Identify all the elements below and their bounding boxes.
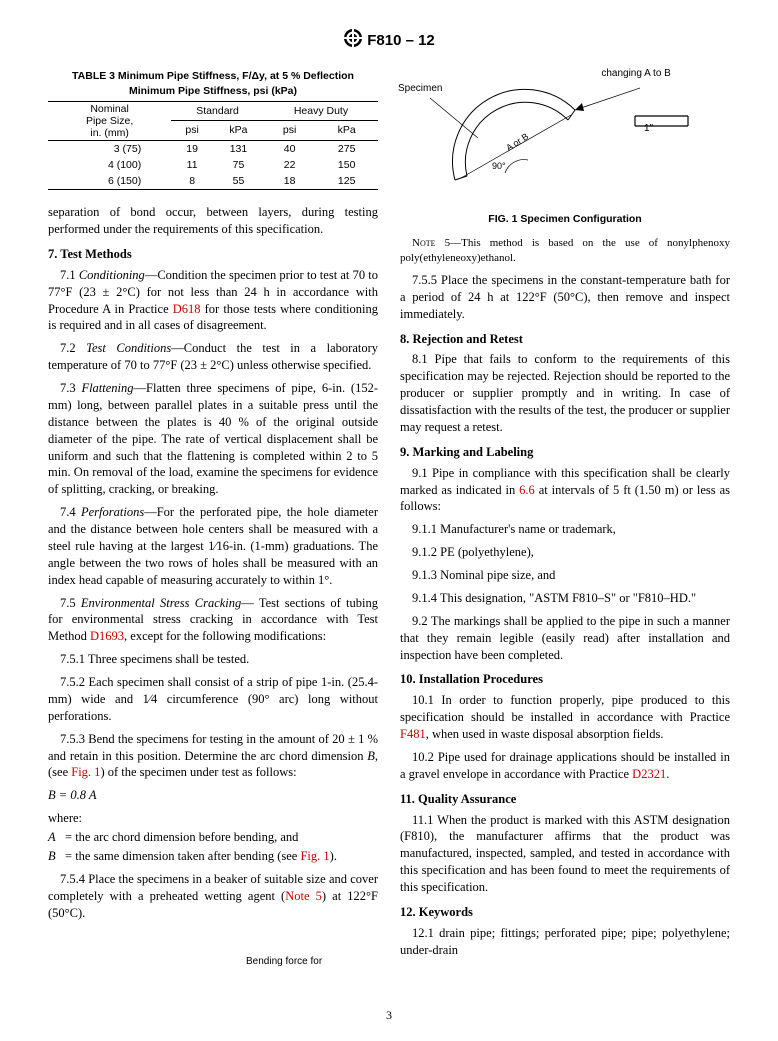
heading-10: 10. Installation Procedures: [400, 671, 730, 688]
heading-12: 12. Keywords: [400, 904, 730, 921]
para-8-1: 8.1 Pipe that fails to conform to the re…: [400, 351, 730, 435]
link-note5[interactable]: Note 5: [285, 889, 322, 903]
figure-1: Specimen Bending force forchanging A to …: [400, 68, 730, 226]
u-kpa-2: kPa: [315, 121, 378, 141]
table-title-1: TABLE 3 Minimum Pipe Stiffness, F/Δy, at…: [48, 70, 378, 83]
figure-caption: FIG. 1 Specimen Configuration: [400, 212, 730, 226]
table-row: 3 (75) 19 131 40 275: [48, 140, 378, 157]
col-nominal-2: Pipe Size,: [86, 115, 133, 127]
table-row: 6 (150) 8 55 18 125: [48, 173, 378, 190]
link-6-6[interactable]: 6.6: [519, 483, 535, 497]
col-standard: Standard: [171, 101, 264, 121]
para-7-4: 7.4 Perforations—For the perforated pipe…: [48, 504, 378, 588]
para-7-5-5: 7.5.5 Place the specimens in the constan…: [400, 272, 730, 323]
para-9-1-3: 9.1.3 Nominal pipe size, and: [400, 567, 730, 584]
heading-7: 7. Test Methods: [48, 246, 378, 263]
para-10-1: 10.1 In order to function properly, pipe…: [400, 692, 730, 743]
where-a: A = the arc chord dimension before bendi…: [48, 829, 378, 846]
col-nominal-1: Nominal: [90, 103, 129, 115]
heading-9: 9. Marking and Labeling: [400, 444, 730, 461]
astm-logo-icon: [343, 28, 363, 54]
para-9-1-4: 9.1.4 This designation, "ASTM F810–S" or…: [400, 590, 730, 607]
specimen-diagram-icon: [410, 68, 720, 203]
para-7-5-3: 7.5.3 Bend the specimens for testing in …: [48, 731, 378, 782]
para-10-2: 10.2 Pipe used for drainage applications…: [400, 749, 730, 783]
table-title-2: Minimum Pipe Stiffness, psi (kPa): [48, 85, 378, 98]
para-9-1: 9.1 Pipe in compliance with this specifi…: [400, 465, 730, 516]
page: F810 – 12 TABLE 3 Minimum Pipe Stiffness…: [0, 0, 778, 1041]
link-fig1-b[interactable]: Fig. 1: [300, 849, 329, 863]
stiffness-table: Nominal Pipe Size, in. (mm) Standard Hea…: [48, 101, 378, 191]
para-sep: separation of bond occur, between layers…: [48, 204, 378, 238]
link-d618[interactable]: D618: [173, 302, 201, 316]
where-b: B = the same dimension taken after bendi…: [48, 848, 378, 865]
u-psi-2: psi: [264, 121, 315, 141]
para-9-1-2: 9.1.2 PE (polyethylene),: [400, 544, 730, 561]
heading-8: 8. Rejection and Retest: [400, 331, 730, 348]
where-label: where:: [48, 810, 378, 827]
para-7-1: 7.1 Conditioning—Condition the specimen …: [48, 267, 378, 335]
page-number: 3: [0, 1007, 778, 1023]
para-7-5-4: 7.5.4 Place the specimens in a beaker of…: [48, 871, 378, 922]
para-11-1: 11.1 When the product is marked with thi…: [400, 812, 730, 896]
page-header: F810 – 12: [48, 28, 730, 54]
para-9-2: 9.2 The markings shall be applied to the…: [400, 613, 730, 664]
content-columns: TABLE 3 Minimum Pipe Stiffness, F/Δy, at…: [48, 68, 730, 958]
note-5: Note 5—This method is based on the use o…: [400, 236, 730, 266]
fig-label-deg: 90°: [492, 160, 506, 172]
u-kpa-1: kPa: [213, 121, 264, 141]
col-heavy: Heavy Duty: [264, 101, 378, 121]
fig-label-one-inch: 1″: [644, 122, 653, 136]
para-9-1-1: 9.1.1 Manufacturer's name or trademark,: [400, 521, 730, 538]
col-nominal-3: in. (mm): [90, 127, 129, 139]
link-f481[interactable]: F481: [400, 727, 426, 741]
fig-label-specimen: Specimen: [398, 82, 442, 96]
link-fig1-a[interactable]: Fig. 1: [71, 765, 100, 779]
para-7-5: 7.5 Environmental Stress Cracking— Test …: [48, 595, 378, 646]
heading-11: 11. Quality Assurance: [400, 791, 730, 808]
link-d2321[interactable]: D2321: [632, 767, 666, 781]
para-7-5-2: 7.5.2 Each specimen shall consist of a s…: [48, 674, 378, 725]
para-7-5-1: 7.5.1 Three specimens shall be tested.: [48, 651, 378, 668]
u-psi-1: psi: [171, 121, 213, 141]
table-row: 4 (100) 11 75 22 150: [48, 157, 378, 173]
table-3: TABLE 3 Minimum Pipe Stiffness, F/Δy, at…: [48, 70, 378, 190]
link-d1693[interactable]: D1693: [90, 629, 124, 643]
designation: F810 – 12: [367, 32, 435, 49]
para-12-1: 12.1 drain pipe; fittings; perforated pi…: [400, 925, 730, 959]
para-7-3: 7.3 Flattening—Flatten three specimens o…: [48, 380, 378, 498]
para-7-2: 7.2 Test Conditions—Conduct the test in …: [48, 340, 378, 374]
equation-b: B = 0.8 A: [48, 787, 378, 804]
